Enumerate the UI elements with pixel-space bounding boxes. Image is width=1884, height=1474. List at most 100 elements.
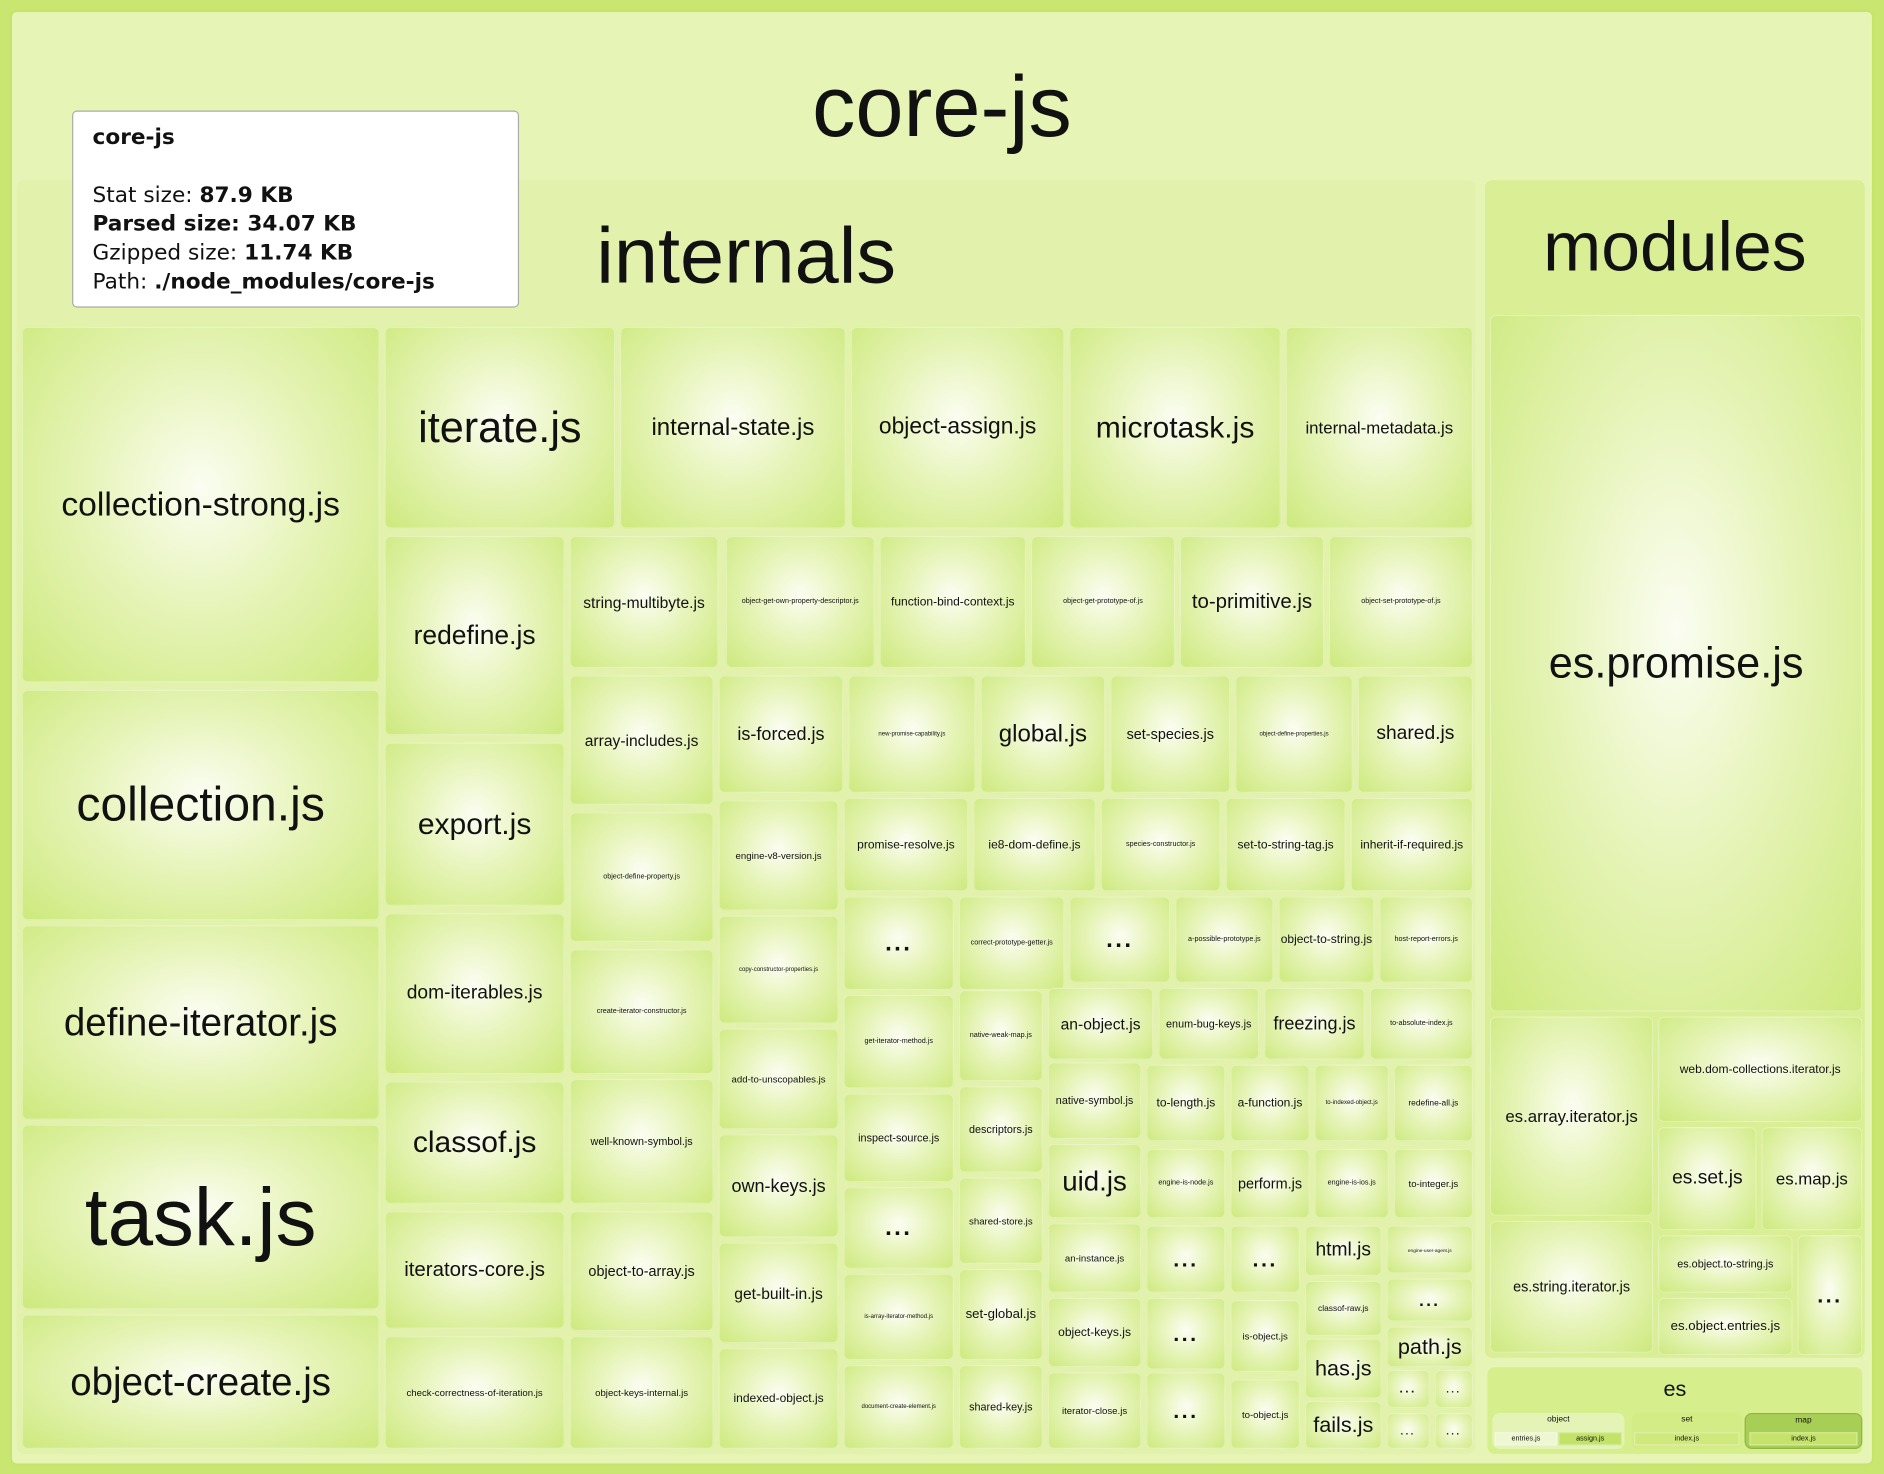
file-tile[interactable]: engine-is-ios.js [1314,1148,1389,1219]
file-tile[interactable]: ... [1386,1369,1430,1409]
file-tile[interactable]: is-object.js [1230,1300,1301,1373]
file-tile[interactable]: es.string.iterator.js [1489,1220,1654,1353]
file-tile[interactable]: array-includes.js [569,675,714,806]
file-tile[interactable]: shared.js [1357,675,1474,793]
file-tile[interactable]: ... [1146,1372,1226,1450]
file-tile[interactable]: microtask.js [1069,326,1281,529]
file-tile[interactable]: promise-resolve.js [843,797,969,892]
file-tile[interactable]: string-multibyte.js [569,535,719,669]
file-tile[interactable]: ... [843,1187,954,1269]
file-tile[interactable]: engine-user-agent.js [1386,1225,1474,1274]
file-tile[interactable]: object-create.js [21,1314,380,1450]
file-tile[interactable]: object-get-prototype-of.js [1030,535,1176,669]
file-tile[interactable]: ... [1069,896,1171,983]
file-tile[interactable]: set-to-string-tag.js [1225,797,1346,892]
file-tile[interactable]: iterators-core.js [384,1211,565,1329]
file-tile[interactable]: to-object.js [1230,1379,1301,1450]
file-tile[interactable]: iterate.js [384,326,616,529]
file-tile[interactable]: shared-store.js [958,1177,1043,1264]
file-tile[interactable]: inspect-source.js [843,1093,954,1183]
file-tile[interactable]: global.js [980,675,1106,793]
file-tile[interactable]: es.set.js [1658,1127,1757,1231]
file-tile[interactable]: descriptors.js [958,1086,1043,1173]
file-tile[interactable]: ... [1797,1235,1863,1356]
file-tile[interactable]: assign.js [1558,1432,1623,1446]
file-tile[interactable]: collection.js [21,689,380,921]
file-tile[interactable]: correct-prototype-getter.js [958,896,1065,991]
file-tile[interactable]: document-create-element.js [843,1364,954,1450]
file-tile[interactable]: add-to-unscopables.js [718,1028,839,1130]
file-tile[interactable]: ... [1146,1225,1226,1293]
file-tile[interactable]: indexed-object.js [718,1348,839,1450]
file-tile[interactable]: index.js [1749,1432,1858,1446]
file-tile[interactable]: object-define-properties.js [1235,675,1353,793]
file-tile[interactable]: get-built-in.js [718,1242,839,1344]
file-tile[interactable]: collection-strong.js [21,326,380,683]
file-tile[interactable]: internal-metadata.js [1285,326,1474,529]
file-tile[interactable]: path.js [1386,1326,1474,1368]
file-tile[interactable]: define-iterator.js [21,925,380,1120]
file-tile[interactable]: to-absolute-index.js [1369,987,1474,1060]
file-tile[interactable]: object-get-own-property-descriptor.js [725,535,875,669]
file-tile[interactable]: new-promise-capability.js [848,675,976,793]
file-tile[interactable]: function-bind-context.js [879,535,1027,669]
file-tile[interactable]: an-object.js [1047,987,1154,1060]
file-tile[interactable]: get-iterator-method.js [843,994,954,1089]
file-tile[interactable]: own-keys.js [718,1134,839,1238]
file-tile[interactable]: es.array.iterator.js [1489,1016,1654,1216]
file-tile[interactable]: enum-bug-keys.js [1158,987,1260,1060]
file-tile[interactable]: object-keys-internal.js [569,1336,714,1450]
file-tile[interactable]: es.map.js [1761,1127,1863,1231]
file-tile[interactable]: iterator-close.js [1047,1372,1142,1450]
file-tile[interactable]: species-constructor.js [1100,797,1221,892]
file-tile[interactable]: object-assign.js [850,326,1065,529]
file-tile[interactable]: an-instance.js [1047,1223,1142,1293]
file-tile[interactable]: export.js [384,742,565,906]
file-tile[interactable]: engine-v8-version.js [718,800,839,911]
file-tile[interactable]: classof.js [384,1081,565,1204]
file-tile[interactable]: web.dom-collections.iterator.js [1658,1016,1863,1123]
file-tile[interactable]: html.js [1304,1225,1382,1276]
file-tile[interactable]: classof-raw.js [1304,1280,1382,1337]
file-tile[interactable]: ... [1434,1369,1474,1409]
file-tile[interactable]: native-weak-map.js [958,990,1043,1082]
file-tile[interactable]: object-keys.js [1047,1297,1142,1368]
file-tile[interactable]: fails.js [1304,1400,1382,1450]
file-tile[interactable]: set-global.js [958,1268,1043,1361]
file-tile[interactable]: es.promise.js [1489,314,1863,1012]
file-tile[interactable]: host-report-errors.js [1379,896,1474,983]
file-tile[interactable]: ... [1434,1412,1474,1450]
file-tile[interactable]: ... [843,896,954,991]
file-tile[interactable]: copy-constructor-properties.js [718,915,839,1024]
file-tile[interactable]: dom-iterables.js [384,913,565,1075]
file-tile[interactable]: redefine.js [384,535,565,736]
file-tile[interactable]: object-define-property.js [569,812,714,942]
file-tile[interactable]: perform.js [1230,1148,1310,1219]
file-tile[interactable]: es.object.entries.js [1658,1297,1793,1356]
file-tile[interactable]: object-to-string.js [1278,896,1375,983]
file-tile[interactable]: index.js [1634,1432,1740,1446]
file-tile[interactable]: shared-key.js [958,1364,1043,1450]
file-tile[interactable]: object-to-array.js [569,1211,714,1332]
file-tile[interactable]: ... [1386,1412,1430,1450]
file-tile[interactable]: ie8-dom-define.js [973,797,1096,892]
file-tile[interactable]: is-array-iterator-method.js [843,1273,954,1361]
file-tile[interactable]: object-set-prototype-of.js [1328,535,1474,669]
file-tile[interactable]: a-function.js [1230,1064,1310,1142]
file-tile[interactable]: internal-state.js [619,326,846,529]
file-tile[interactable]: to-indexed-object.js [1314,1064,1389,1142]
file-tile[interactable]: task.js [21,1124,380,1310]
file-tile[interactable]: is-forced.js [718,675,844,793]
file-tile[interactable]: to-integer.js [1393,1148,1474,1219]
file-tile[interactable]: uid.js [1047,1143,1142,1219]
file-tile[interactable]: to-length.js [1146,1064,1226,1142]
file-tile[interactable]: native-symbol.js [1047,1062,1142,1140]
file-tile[interactable]: set-species.js [1110,675,1231,793]
file-tile[interactable]: ... [1230,1225,1301,1293]
file-tile[interactable]: a-possible-prototype.js [1175,896,1274,983]
file-tile[interactable]: ... [1146,1297,1226,1370]
file-tile[interactable]: engine-is-node.js [1146,1148,1226,1219]
file-tile[interactable]: well-known-symbol.js [569,1078,714,1204]
file-tile[interactable]: entries.js [1494,1432,1558,1446]
file-tile[interactable]: freezing.js [1263,987,1365,1060]
